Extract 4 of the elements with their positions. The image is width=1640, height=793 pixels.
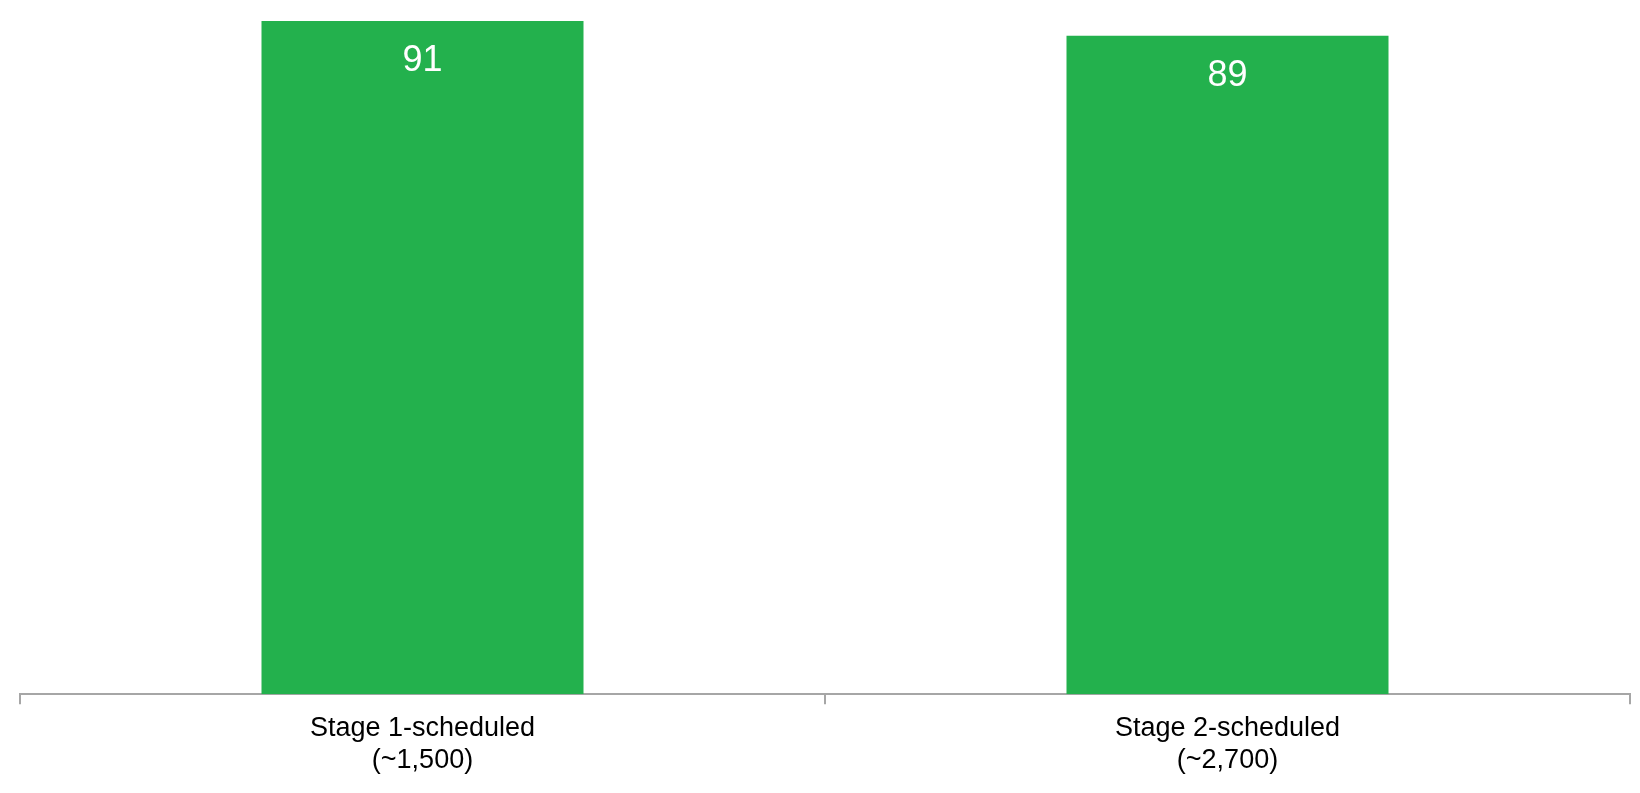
x-tick-label: Stage 1-scheduled (~1,500) (309, 711, 536, 775)
data-label: 89 (1207, 52, 1248, 94)
x-tick-label: Stage 2-scheduled (~2,700) (1114, 711, 1341, 775)
data-label: 91 (402, 37, 443, 79)
